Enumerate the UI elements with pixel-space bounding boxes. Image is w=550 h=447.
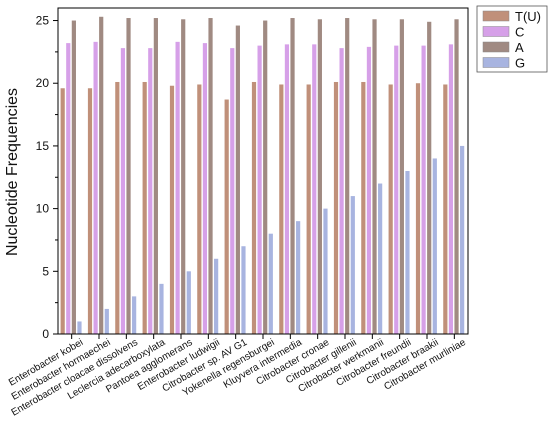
- bar-g-1: [77, 321, 82, 334]
- legend-swatch: [482, 41, 510, 53]
- legend-label: T(U): [515, 9, 541, 24]
- bar-a-12: [372, 19, 377, 335]
- bar-tu-6: [197, 84, 202, 334]
- bar-a-8: [263, 20, 268, 334]
- y-tick-label: 25: [36, 14, 50, 28]
- bar-tu-7: [224, 99, 229, 334]
- bar-a-15: [454, 19, 459, 335]
- bar-g-4: [159, 283, 164, 334]
- y-tick-label: 15: [36, 139, 50, 153]
- bar-tu-14: [415, 83, 421, 334]
- bar-c-10: [312, 44, 317, 335]
- bar-c-6: [202, 43, 208, 335]
- bar-g-7: [241, 246, 246, 334]
- bar-g-12: [378, 183, 383, 334]
- bar-g-5: [186, 271, 191, 334]
- bar-c-2: [93, 41, 98, 334]
- y-tick-label: 5: [42, 264, 49, 278]
- y-axis-title: Nucleotide Frequencies: [4, 88, 21, 256]
- legend-swatch: [482, 10, 510, 22]
- bar-tu-1: [60, 88, 65, 334]
- bar-c-12: [366, 46, 372, 335]
- y-tick-label: 10: [36, 202, 50, 216]
- bar-a-9: [290, 18, 295, 335]
- bar-tu-9: [279, 84, 284, 334]
- bar-tu-12: [361, 81, 366, 334]
- bar-tu-11: [333, 81, 339, 334]
- bar-tu-4: [142, 81, 147, 334]
- bar-g-15: [460, 145, 465, 334]
- bar-c-13: [394, 45, 399, 335]
- bar-tu-15: [443, 84, 448, 334]
- bar-g-9: [296, 221, 301, 334]
- bar-g-6: [214, 258, 219, 334]
- bar-tu-8: [251, 81, 257, 334]
- legend: T(U)CAG: [476, 5, 548, 73]
- legend-swatch: [482, 57, 510, 68]
- bar-g-10: [323, 208, 328, 334]
- bar-c-1: [66, 43, 71, 335]
- axes-layer: [57, 7, 469, 339]
- bar-c-9: [284, 44, 290, 335]
- bar-a-6: [208, 18, 213, 335]
- bar-g-14: [432, 158, 437, 334]
- bar-g-8: [268, 233, 273, 334]
- bar-tu-3: [115, 81, 120, 334]
- bar-a-10: [317, 19, 322, 335]
- y-ticks-layer: 0 5 10 15 20 25: [36, 14, 58, 341]
- bar-a-7: [235, 25, 240, 335]
- bar-tu-13: [388, 84, 393, 334]
- y-tick-label: 20: [36, 76, 50, 90]
- bar-a-2: [99, 16, 104, 335]
- bar-c-11: [339, 48, 344, 335]
- legend-swatch: [482, 26, 510, 37]
- y-tick-label: 0: [42, 327, 49, 341]
- bar-a-1: [71, 20, 76, 334]
- bar-c-14: [421, 45, 426, 335]
- bars-layer: [60, 16, 465, 335]
- bar-a-3: [126, 18, 131, 335]
- bar-c-15: [448, 44, 454, 335]
- bar-c-7: [230, 48, 235, 335]
- legend-label: A: [515, 40, 524, 55]
- bar-a-11: [345, 18, 350, 335]
- bar-a-14: [427, 21, 432, 334]
- legend-label: G: [515, 56, 525, 71]
- bar-tu-10: [306, 84, 311, 334]
- plot-frame: [57, 7, 469, 335]
- legend-label: C: [515, 25, 524, 40]
- bar-a-4: [153, 18, 158, 335]
- bar-g-11: [350, 196, 355, 334]
- bar-tu-5: [169, 85, 175, 335]
- bar-g-3: [132, 296, 137, 334]
- bar-a-5: [181, 19, 186, 335]
- bar-tu-2: [87, 88, 93, 334]
- bar-a-13: [399, 19, 404, 335]
- bar-g-13: [405, 171, 410, 334]
- bar-c-8: [257, 45, 262, 335]
- bar-c-4: [148, 48, 153, 335]
- bar-c-3: [120, 48, 126, 335]
- bar-g-2: [104, 308, 109, 334]
- bar-c-5: [175, 41, 180, 334]
